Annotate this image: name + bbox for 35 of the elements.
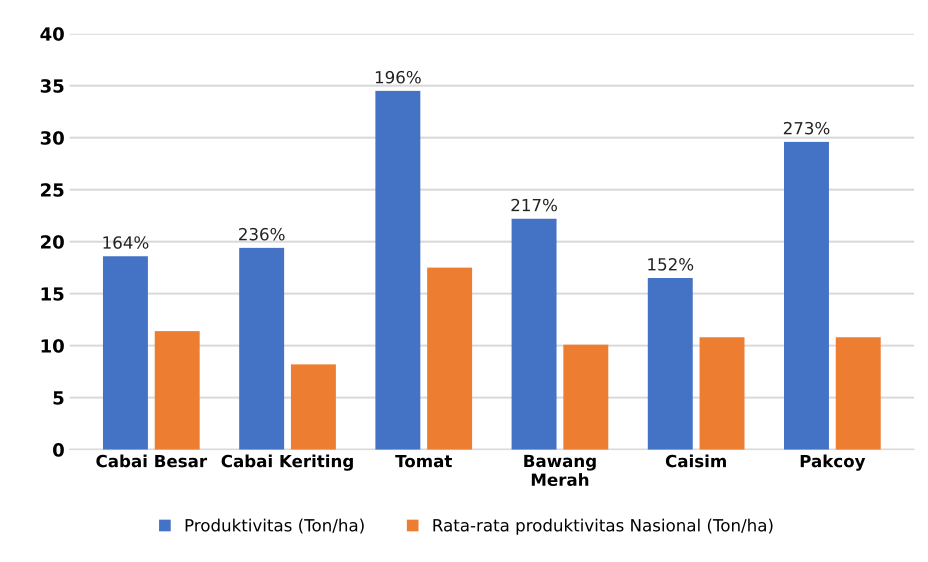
bar: [239, 248, 284, 450]
bar: [427, 268, 472, 450]
annotation: 217%: [511, 198, 557, 212]
annotation: 273%: [784, 122, 830, 134]
y-tick-label: 35: [40, 79, 64, 93]
bar: [512, 218, 557, 450]
x-tick-label: Cabai Keriting: [222, 454, 353, 471]
legend-label: Rata-rata produktivitas Nasional (Ton/ha): [433, 518, 773, 535]
bar: [784, 142, 829, 450]
y-tick-label: 20: [41, 235, 64, 249]
bar: [154, 331, 200, 450]
legend-label: Produktivitas (Ton/ha): [186, 518, 364, 534]
y-tick-label: 30: [40, 131, 64, 145]
bar: [375, 90, 420, 450]
y-tick-label: 5: [54, 391, 64, 405]
y-tick-label: 0: [53, 443, 64, 457]
annotation: 152%: [648, 258, 694, 271]
annotation: 164%: [103, 236, 148, 249]
bar: [648, 278, 693, 450]
bar: [563, 344, 608, 450]
bar: [836, 337, 881, 450]
x-tick-label: Bawang Merah: [524, 454, 596, 486]
y-tick-label: 25: [41, 183, 64, 197]
x-tick-label: Caisim: [666, 454, 726, 468]
x-tick-label: Pakcoy: [800, 454, 866, 471]
annotation: 196%: [376, 70, 421, 84]
bar: [700, 337, 745, 450]
x-tick-label: Cabai Besar: [96, 454, 208, 468]
bar: [102, 256, 148, 450]
y-tick-label: 10: [42, 339, 64, 353]
y-tick-label: 40: [40, 27, 64, 41]
annotation: 236%: [239, 228, 285, 240]
x-tick-label: Tomat: [395, 454, 452, 468]
y-tick-label: 15: [42, 287, 64, 301]
bar: [290, 364, 336, 450]
